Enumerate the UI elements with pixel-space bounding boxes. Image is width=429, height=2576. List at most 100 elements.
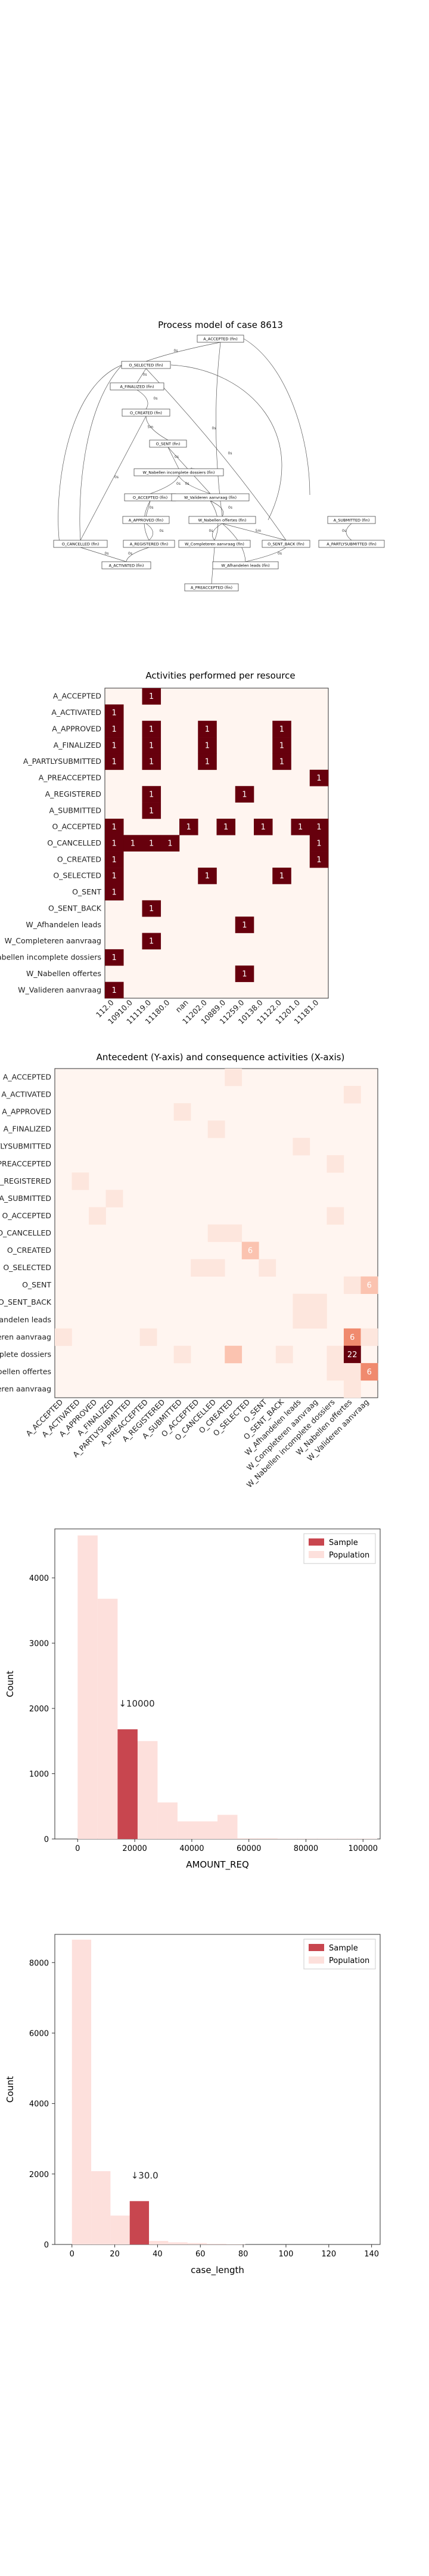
heatmap-cell bbox=[327, 1207, 344, 1225]
process-node-box bbox=[327, 516, 376, 524]
population-bar bbox=[197, 1821, 217, 1839]
heatmap-cell bbox=[235, 786, 254, 803]
y-tick-label: 4000 bbox=[29, 1574, 49, 1583]
process-node-box bbox=[188, 516, 256, 524]
sample-bar bbox=[117, 1729, 138, 1839]
process-node-label: W_Afhandelen leads (fin) bbox=[221, 564, 269, 568]
heatmap-cell bbox=[142, 900, 161, 917]
population-bar bbox=[97, 1599, 118, 1839]
heatmap-cell bbox=[343, 1086, 361, 1104]
heatmap-row-label: A_PARTLYSUBMITTED bbox=[23, 757, 101, 766]
heatmap-row-label: O_SELECTED bbox=[53, 871, 101, 880]
process-model-title: Process model of case 8613 bbox=[158, 320, 283, 330]
process-node-label: A_ACCEPTED (fin) bbox=[203, 337, 238, 342]
y-tick-label: 6000 bbox=[29, 2029, 49, 2038]
heatmap-cell-value: 1 bbox=[223, 823, 228, 832]
heatmap-cell bbox=[207, 1259, 225, 1277]
heatmap-cell bbox=[343, 1345, 361, 1364]
case-length-histogram: ↓30.0 0 20 40 60 80 100 120 140 0 2000 4000 6000 8000… bbox=[5, 1934, 381, 2276]
process-node-label: O_SENT (fin) bbox=[156, 442, 181, 447]
heatmap-cell bbox=[309, 818, 329, 835]
process-edge bbox=[58, 364, 123, 544]
process-node-label: A_PREACCEPTED (fin) bbox=[191, 586, 232, 590]
process-node-box bbox=[123, 540, 175, 548]
heatmap-cell bbox=[198, 737, 217, 754]
heatmap-cell bbox=[207, 1120, 225, 1138]
process-node-box bbox=[262, 540, 310, 548]
heatmap-cell-value: 1 bbox=[279, 872, 284, 881]
heatmap-cell-value: 1 bbox=[111, 725, 116, 734]
process-edge-label: 0s bbox=[150, 506, 154, 510]
legend-label-sample: Sample bbox=[329, 1944, 358, 1953]
heatmap-cell-value: 1 bbox=[111, 741, 116, 750]
heatmap-cell bbox=[225, 1345, 243, 1364]
heatmap-row-label: O_CANCELLED bbox=[0, 1228, 51, 1237]
process-edge bbox=[222, 523, 287, 541]
heatmap-cell-value: 1 bbox=[205, 741, 210, 750]
x-tick-label: 80 bbox=[238, 2250, 248, 2259]
heatmap-row-label: O_SELECTED bbox=[3, 1263, 51, 1272]
process-edge bbox=[167, 447, 179, 469]
heatmap-cell-value: 1 bbox=[149, 758, 154, 767]
heatmap-cell bbox=[105, 1190, 123, 1208]
process-node-box bbox=[101, 561, 151, 569]
heatmap-cell-value: 1 bbox=[149, 741, 154, 750]
process-node-box bbox=[318, 540, 385, 548]
process-node-label: O_SELECTED (fin) bbox=[129, 363, 163, 368]
heatmap-cell bbox=[272, 720, 291, 738]
heatmap-cell bbox=[105, 982, 124, 999]
population-bar bbox=[149, 2241, 169, 2244]
heatmap-cell-value: 1 bbox=[149, 790, 154, 799]
antecedent-heatmap-title: Antecedent (Y-axis) and consequence acti… bbox=[97, 1052, 345, 1063]
process-node-label: O_ACCEPTED (fin) bbox=[133, 496, 167, 500]
heatmap-row-label: A_ACTIVATED bbox=[51, 708, 101, 717]
population-bar bbox=[157, 1802, 178, 1839]
heatmap-row-label: O_CREATED bbox=[7, 1246, 51, 1255]
process-node-label: W_Completeren aanvraag (fin) bbox=[185, 542, 244, 547]
heatmap-row-label: A_ACTIVATED bbox=[1, 1090, 51, 1099]
process-edge bbox=[150, 475, 179, 494]
heatmap-cell bbox=[216, 818, 236, 835]
heatmap-cell bbox=[327, 1363, 344, 1381]
process-edge-label: 0s bbox=[128, 552, 132, 556]
process-node-box bbox=[197, 335, 244, 343]
x-tick-label: 120 bbox=[321, 2250, 336, 2259]
legend-label-sample: Sample bbox=[329, 1538, 358, 1547]
population-bar bbox=[297, 1838, 318, 1839]
heatmap-cell-value: 1 bbox=[130, 840, 135, 849]
legend-swatch-population bbox=[309, 1956, 324, 1964]
heatmap-cell-value: 1 bbox=[111, 840, 116, 849]
population-bar bbox=[72, 1939, 92, 2244]
heatmap-cell-value: 1 bbox=[111, 888, 116, 897]
heatmap-cell bbox=[179, 818, 198, 835]
process-model-nodes: A_ACCEPTED (fin) O_SELECTED (fin) A_FINALI… bbox=[53, 335, 385, 592]
process-edge bbox=[80, 416, 147, 541]
process-node-box bbox=[53, 540, 108, 548]
process-edge-label: 0s bbox=[143, 373, 147, 377]
heatmap-row-label: O_SENT bbox=[22, 1280, 51, 1289]
process-node-label: O_SENT_BACK (fin) bbox=[268, 542, 304, 547]
heatmap-cell bbox=[105, 720, 124, 738]
y-tick-label: 2000 bbox=[29, 1705, 49, 1714]
heatmap-cell bbox=[275, 1345, 293, 1364]
legend-swatch-population bbox=[309, 1551, 324, 1558]
heatmap-cell-value: 1 bbox=[205, 872, 210, 881]
heatmap-row-label: A_SUBMITTED bbox=[0, 1194, 51, 1203]
heatmap-cell bbox=[105, 835, 124, 852]
heatmap-cell bbox=[327, 1155, 344, 1173]
process-edge bbox=[178, 475, 211, 494]
x-axis-label: AMOUNT_REQ bbox=[186, 1859, 249, 1871]
case-length-histogram-panel: ↓30.0 0 20 40 60 80 100 120 140 0 2000 4000 6000 8000… bbox=[0, 1920, 429, 2302]
process-edge-label: 0s bbox=[176, 482, 181, 486]
heatmap-row-label: W_Afhandelen leads bbox=[26, 920, 101, 929]
heatmap-cell-value: 1 bbox=[111, 758, 116, 767]
population-bar bbox=[237, 1838, 258, 1839]
process-edge bbox=[170, 364, 282, 521]
process-edge-label: 0s bbox=[154, 397, 158, 401]
heatmap-row-label: A_FINALIZED bbox=[54, 741, 101, 750]
heatmap-cell bbox=[105, 704, 124, 722]
legend-swatch-sample bbox=[309, 1538, 324, 1546]
x-tick-label: 40000 bbox=[179, 1844, 204, 1853]
process-node-box bbox=[122, 408, 170, 417]
antecedent-heatmap-panel: Antecedent (Y-axis) and consequence acti… bbox=[0, 1049, 429, 1503]
